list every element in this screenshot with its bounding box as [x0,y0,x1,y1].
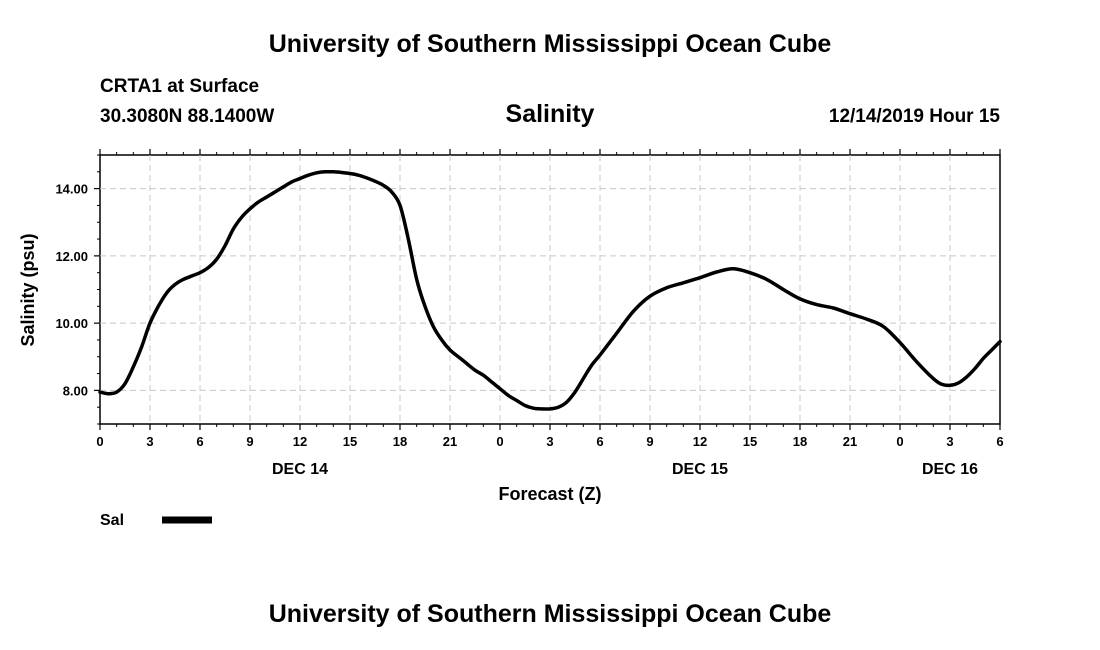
x-tick-label: 3 [146,434,153,449]
x-tick-label: 3 [546,434,553,449]
y-tick-label: 12.00 [55,249,88,264]
x-tick-label: 21 [443,434,457,449]
page-title: University of Southern Mississippi Ocean… [268,30,832,58]
x-tick-label: 0 [96,434,103,449]
x-tick-label: 0 [896,434,903,449]
day-labels: DEC 14 DEC 15 DEC 16 [272,461,978,478]
x-tick-label: 6 [996,434,1003,449]
x-tick-label: 12 [693,434,707,449]
grid-lines [100,155,1000,424]
x-tick-label: 3 [946,434,953,449]
x-axis-label: Forecast (Z) [498,484,601,504]
x-tick-label: 18 [393,434,407,449]
x-tick-label: 9 [246,434,253,449]
x-tick-label: 6 [196,434,203,449]
y-tick-labels: 8.00 10.00 12.00 14.00 [55,182,88,399]
legend-label: Sal [100,512,124,529]
station-name: CRTA1 at Surface [100,76,260,97]
y-tick-label: 14.00 [55,182,88,197]
x-tick-label: 15 [743,434,757,449]
day-label: DEC 15 [672,461,728,478]
x-tick-label: 9 [646,434,653,449]
x-tick-label: 15 [343,434,357,449]
station-coordinates: 30.3080N 88.1400W [100,106,275,127]
x-tick-label: 21 [843,434,857,449]
x-tick-labels: 0 3 6 9 12 15 18 21 0 3 6 9 12 15 18 21 0 3 6 [96,434,1003,449]
y-tick-label: 10.00 [55,316,88,331]
day-label: DEC 14 [272,461,328,478]
axis-ticks [94,149,1001,430]
chart-title: Salinity [505,100,595,128]
forecast-datetime: 12/14/2019 Hour 15 [828,106,1000,127]
x-tick-label: 12 [293,434,307,449]
x-tick-label: 18 [793,434,807,449]
x-tick-label: 6 [596,434,603,449]
series-line-sal [98,169,1002,411]
x-tick-label: 0 [496,434,503,449]
y-tick-label: 8.00 [63,383,88,398]
y-axis-label: Salinity (psu) [18,233,38,346]
footer-title: University of Southern Mississippi Ocean… [268,600,832,628]
day-label: DEC 16 [922,461,978,478]
